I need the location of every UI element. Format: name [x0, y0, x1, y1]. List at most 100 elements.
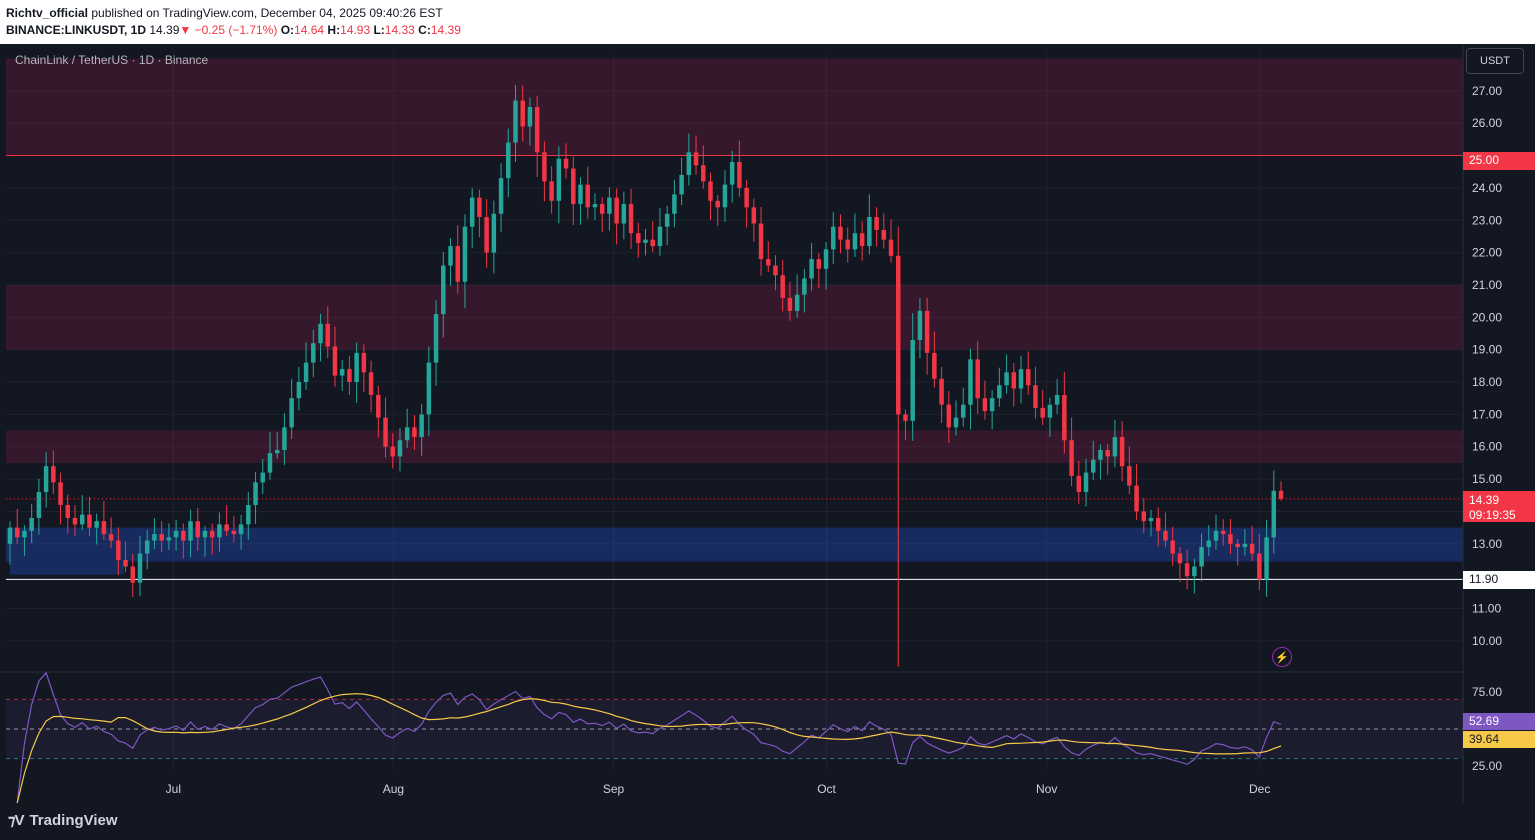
candle-body: [1242, 543, 1248, 548]
candle-body: [650, 239, 655, 247]
low-label: L:: [373, 23, 385, 37]
candle-body: [924, 310, 930, 353]
candle-body: [802, 278, 807, 295]
candle-body: [989, 398, 995, 412]
candle-body: [888, 239, 894, 256]
rsi-line: [16, 671, 1282, 804]
candle-body: [1141, 511, 1147, 522]
author-name[interactable]: Richtv_official: [6, 6, 89, 20]
candle-body: [7, 527, 13, 544]
candle-body: [289, 398, 294, 428]
candle-body: [368, 372, 374, 395]
support-price-tag: 11.90: [1463, 571, 1535, 589]
candle-body: [1026, 369, 1031, 386]
price-axis-label: 13.00: [1472, 537, 1502, 551]
rsi-ma-value-tag: 39.64: [1463, 731, 1535, 748]
candle-body: [498, 178, 504, 214]
candle-body: [571, 168, 576, 205]
price-axis-label: 23.00: [1472, 213, 1502, 227]
candle-body: [794, 294, 800, 311]
candle-body: [1076, 475, 1082, 493]
zone-blue: [10, 561, 124, 575]
candle-body: [166, 537, 172, 541]
candle-body: [354, 352, 359, 383]
candle-body: [1213, 530, 1219, 541]
candle-body: [982, 398, 988, 412]
candle-body: [1105, 449, 1110, 457]
candle-body: [513, 100, 518, 143]
candle-body: [708, 181, 713, 201]
price-axis-label: 21.00: [1472, 278, 1502, 292]
candlestick-chart[interactable]: 10.0011.0013.0014.0015.0016.0017.0018.00…: [0, 44, 1535, 804]
candle-body: [36, 492, 42, 518]
price-axis-label: 27.00: [1472, 84, 1502, 98]
candle-body: [79, 514, 85, 525]
date-axis-label: Oct: [817, 782, 836, 796]
candle-body: [816, 259, 822, 269]
lightning-icon[interactable]: ⚡: [1272, 647, 1292, 667]
candle-body: [997, 385, 1002, 399]
candle-body: [433, 314, 439, 363]
candle-body: [1047, 404, 1053, 418]
candle-body: [686, 152, 692, 175]
candle-body: [932, 352, 937, 379]
candle-body: [556, 158, 562, 201]
candle-body: [390, 446, 395, 457]
change-arrow-icon: ▼: [179, 23, 192, 37]
candle-body: [404, 427, 410, 441]
candle-body: [679, 174, 684, 195]
candle-body: [881, 229, 887, 240]
candle-body: [1177, 553, 1183, 564]
candle-body: [578, 184, 583, 205]
date-axis-label: Jul: [166, 782, 181, 796]
currency-button[interactable]: USDT: [1466, 48, 1524, 74]
candle-body: [397, 440, 403, 457]
candle-body: [491, 213, 497, 253]
price-axis-label: 16.00: [1472, 440, 1502, 454]
candle-body: [672, 194, 677, 214]
bar-countdown: 09:19:35: [1469, 508, 1516, 522]
candle-body: [43, 466, 49, 493]
candle-body: [1257, 553, 1262, 580]
candle-body: [592, 204, 598, 208]
candle-body: [896, 255, 901, 415]
candle-body: [1062, 394, 1067, 441]
candle-body: [722, 184, 728, 208]
candle-body: [520, 100, 525, 127]
candle-body: [65, 504, 71, 518]
symbol-label: BINANCE:LINKUSDT, 1D: [6, 23, 147, 37]
price-axis-label: 17.00: [1472, 407, 1502, 421]
candle-body: [29, 517, 34, 531]
zone-red: [6, 58, 1463, 156]
candle-body: [1170, 540, 1175, 554]
candle-body: [1278, 490, 1284, 499]
rsi-value-tag: 52.69: [1463, 713, 1535, 730]
last-price-tag: 14.39 09:19:35: [1463, 491, 1535, 522]
price-axis-label: 15.00: [1472, 472, 1502, 486]
candle-body: [1069, 440, 1074, 476]
candle-body: [527, 107, 533, 127]
price-axis-label: 22.00: [1472, 246, 1502, 260]
candle-body: [123, 559, 128, 567]
candle-body: [318, 323, 323, 344]
open-label: O:: [280, 23, 295, 37]
last-value: 14.39: [149, 23, 180, 37]
publisher-line: Richtv_official published on TradingView…: [6, 6, 443, 20]
candle-body: [1004, 372, 1009, 386]
candle-body: [361, 352, 367, 373]
candle-body: [542, 152, 547, 182]
date-axis-label: Aug: [383, 782, 404, 796]
candle-body: [217, 524, 222, 538]
tradingview-logo[interactable]: ⁊V TradingView: [8, 811, 118, 830]
candle-body: [238, 524, 244, 535]
candle-body: [585, 184, 590, 208]
candle-body: [506, 142, 511, 179]
ohlc-line: BINANCE:LINKUSDT, 1D 14.39▼ −0.25 (−1.71…: [6, 23, 461, 37]
candle-body: [347, 369, 352, 383]
candle-body: [267, 453, 273, 473]
chart-frame: [0, 44, 1535, 804]
candle-body: [159, 534, 164, 541]
candle-body: [274, 449, 280, 454]
published-text: published on TradingView.com, December 0…: [91, 6, 443, 20]
chart-title: ChainLink / TetherUS · 1D · Binance: [15, 53, 209, 67]
